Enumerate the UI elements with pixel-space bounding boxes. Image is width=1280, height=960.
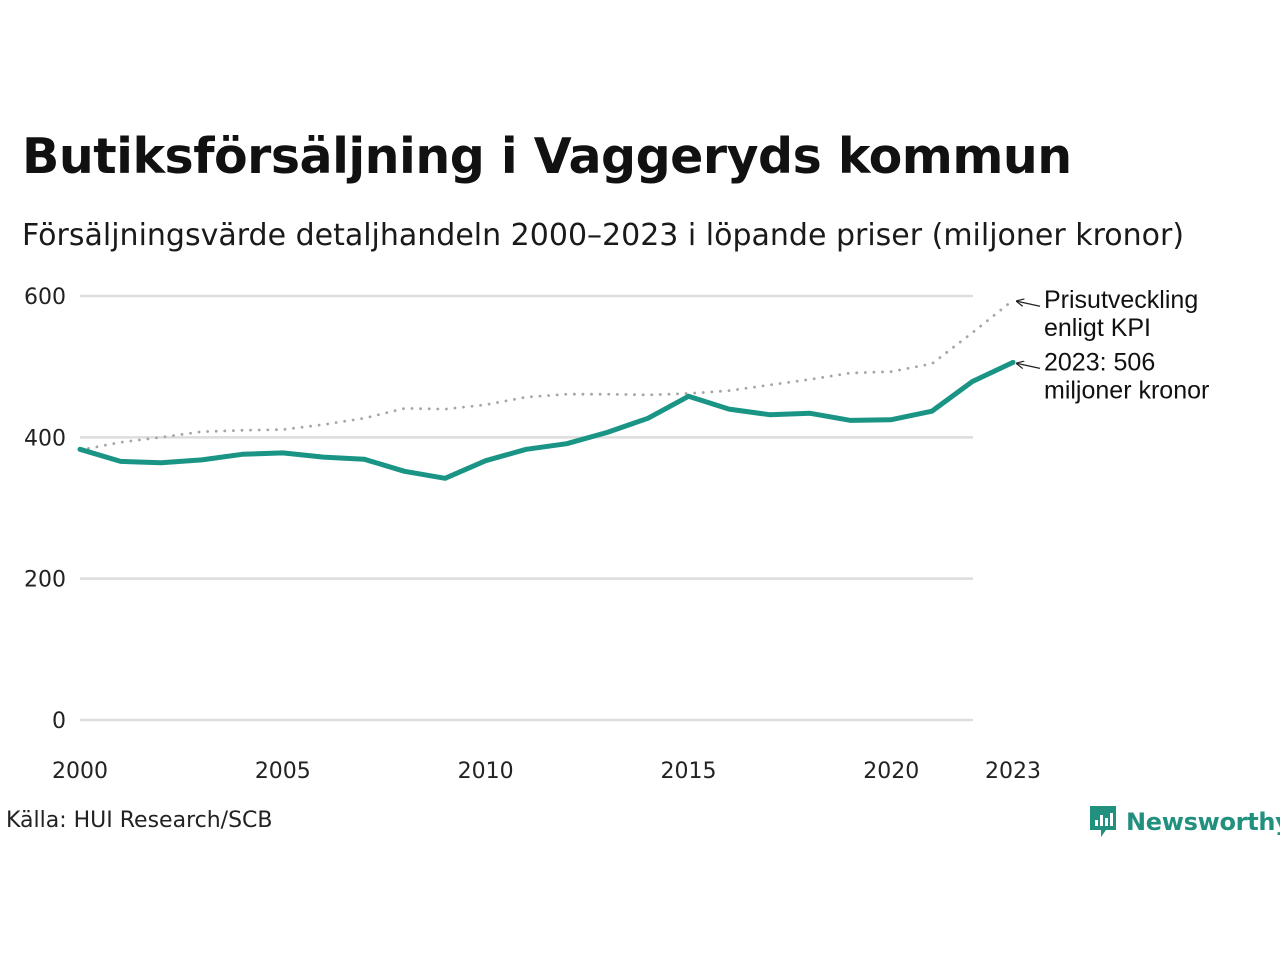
y-tick-label: 0 bbox=[52, 709, 66, 734]
y-tick-label: 200 bbox=[24, 568, 66, 593]
y-tick-label: 600 bbox=[24, 285, 66, 310]
y-axis-ticks: 0 200 400 600 bbox=[24, 285, 66, 734]
x-tick-label: 2000 bbox=[52, 759, 108, 784]
annotation-label: 2023: 506 bbox=[1044, 348, 1155, 376]
x-tick-label: 2023 bbox=[985, 759, 1041, 784]
annotation-arrow bbox=[1017, 301, 1041, 307]
y-tick-label: 400 bbox=[24, 426, 66, 451]
annotation-label: Prisutveckling bbox=[1044, 286, 1198, 314]
kpi-series-line bbox=[78, 298, 1015, 452]
chart-title: Butiksförsäljning i Vaggeryds kommun bbox=[22, 128, 1072, 185]
x-axis-ticks: 2000 2005 2010 2015 2020 2023 bbox=[52, 759, 1041, 784]
brand-name: Newsworthy bbox=[1126, 808, 1280, 836]
x-tick-label: 2020 bbox=[863, 759, 919, 784]
annotation-label: enligt KPI bbox=[1044, 314, 1151, 342]
newsworthy-logo-icon bbox=[1090, 806, 1116, 837]
annotation-label: miljoner kronor bbox=[1044, 376, 1209, 404]
newsworthy-logo: Newsworthy bbox=[1088, 802, 1280, 842]
x-tick-label: 2005 bbox=[255, 759, 311, 784]
source-note: Källa: HUI Research/SCB bbox=[6, 808, 273, 833]
gridlines bbox=[80, 294, 973, 722]
chart-subtitle: Försäljningsvärde detaljhandeln 2000–202… bbox=[22, 218, 1185, 253]
annotation-arrow bbox=[1017, 363, 1041, 370]
sales-series-line bbox=[77, 359, 1016, 481]
series-lines bbox=[77, 298, 1016, 481]
x-tick-label: 2015 bbox=[660, 759, 716, 784]
x-tick-label: 2010 bbox=[458, 759, 514, 784]
